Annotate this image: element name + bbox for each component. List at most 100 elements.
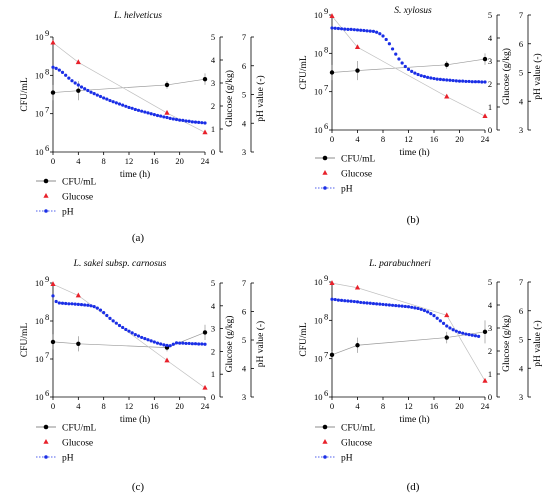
chart-title: S. xylosus — [394, 6, 432, 16]
ph-point — [394, 52, 398, 56]
glucose-tick-label: 2 — [211, 101, 215, 111]
ph-point — [178, 341, 182, 345]
cfu-tick-exponent: 8 — [45, 66, 49, 76]
glucose-point — [482, 377, 488, 383]
ph-point — [330, 297, 334, 301]
glucose-point — [202, 129, 208, 135]
ph-point — [168, 116, 172, 120]
ph-point — [57, 68, 61, 72]
x-tick-label: 0 — [330, 401, 334, 411]
ph-point — [381, 34, 385, 38]
ph-point — [432, 76, 436, 81]
ph-point — [378, 302, 382, 306]
ph-point — [435, 316, 439, 320]
ph-point — [124, 104, 128, 108]
cfu-point — [482, 56, 488, 62]
ph-point — [174, 117, 179, 122]
ph-point — [483, 80, 487, 84]
ph-point — [477, 80, 481, 84]
ph-point — [51, 294, 55, 298]
ph-point — [79, 85, 84, 89]
cfu-tick-label: 10 — [35, 70, 44, 80]
cfu-tick-exponent: 7 — [324, 350, 328, 360]
ph-point — [89, 304, 93, 308]
cfu-point — [202, 76, 208, 82]
cfu-tick-label: 10 — [314, 392, 323, 402]
x-tick-label: 8 — [381, 134, 385, 144]
x-tick-label: 16 — [430, 401, 439, 411]
ph-point — [410, 305, 414, 309]
glucose-series-line — [331, 15, 486, 117]
ph-point — [445, 78, 449, 82]
cfu-tick-exponent: 9 — [45, 28, 49, 38]
legend-label: Glucose — [62, 193, 93, 203]
ph-point — [70, 79, 74, 83]
cfu-series-line — [331, 58, 486, 73]
ph-tick-label: 3 — [519, 125, 523, 135]
ph-point — [454, 79, 458, 83]
x-tick-label: 24 — [201, 156, 210, 166]
ph-point — [54, 66, 58, 70]
cfu-tick-exponent: 7 — [45, 105, 49, 115]
cfu-tick-label: 10 — [35, 316, 44, 326]
ph-point — [86, 88, 90, 93]
x-tick-label: 24 — [201, 401, 210, 411]
legend-ph-marker — [44, 455, 48, 459]
ph-point — [480, 80, 484, 84]
ph-point — [159, 114, 163, 118]
chart-title: L. sakei subsp. carnosus — [73, 259, 167, 269]
ph-point — [174, 341, 179, 345]
ph-point — [426, 75, 430, 79]
ph-point — [121, 325, 125, 330]
x-tick-label: 4 — [76, 156, 81, 166]
ph-point — [60, 70, 65, 74]
cfu-point — [482, 329, 488, 335]
x-tick-label: 0 — [51, 401, 55, 411]
cfu-point — [202, 330, 208, 335]
x-axis-label: time (h) — [120, 414, 150, 425]
cfu-tick-label: 10 — [35, 354, 44, 364]
cfu-point — [329, 352, 335, 358]
ph-point — [362, 301, 366, 305]
ph-point — [352, 28, 356, 32]
ph-point — [95, 93, 99, 97]
ph-point — [143, 110, 147, 114]
ph-point — [339, 298, 344, 302]
glucose-point — [329, 13, 335, 18]
glucose-tick-label: 2 — [211, 346, 215, 356]
glucose-point — [444, 93, 450, 99]
glucose-point — [50, 39, 56, 45]
ph-point — [333, 26, 337, 30]
ph-point — [181, 341, 185, 345]
ph-point — [133, 107, 137, 112]
ph-point — [422, 308, 427, 313]
ph-point — [111, 100, 115, 104]
ph-point — [429, 312, 433, 316]
legend-label: CFU/mL — [341, 424, 376, 434]
ph-point — [86, 303, 90, 307]
glucose-tick-label: 5 — [488, 10, 492, 20]
ph-point — [127, 329, 131, 333]
ph-point — [448, 326, 452, 330]
legend-cfu-marker — [43, 424, 49, 430]
ph-point — [83, 303, 87, 307]
ph-point — [200, 121, 204, 125]
ph-point — [365, 29, 369, 33]
ph-point — [143, 336, 147, 341]
cfu-tick-exponent: 6 — [324, 388, 328, 398]
ph-point — [333, 297, 337, 302]
ph-point — [168, 344, 172, 348]
ph-point — [400, 61, 404, 65]
x-tick-label: 16 — [430, 134, 439, 144]
ph-axis-title: pH value (-) — [255, 75, 266, 121]
x-tick-label: 12 — [404, 401, 413, 411]
legend-label: pH — [341, 185, 353, 195]
cfu-series-line — [52, 332, 206, 348]
ph-point — [457, 330, 462, 334]
ph-point — [190, 342, 194, 346]
glucose-tick-label: 1 — [488, 369, 492, 379]
ph-point — [416, 306, 420, 311]
cfu-series-line — [52, 78, 206, 93]
